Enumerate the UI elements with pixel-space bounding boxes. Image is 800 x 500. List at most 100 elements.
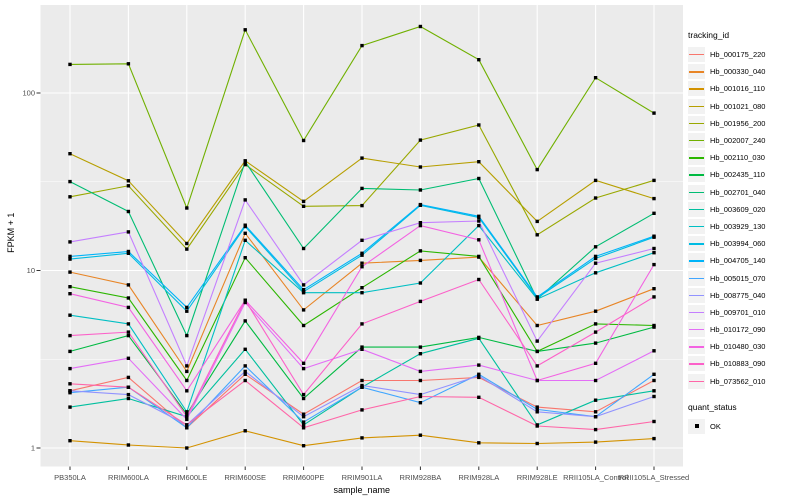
data-point: [301, 204, 306, 208]
data-point: [68, 366, 72, 371]
legend-key-swatch: [688, 81, 705, 97]
data-point: [243, 28, 247, 32]
legend-key-swatch: [688, 133, 705, 149]
data-point: [68, 391, 72, 395]
legend-item-label: Hb_000330_040: [710, 67, 766, 77]
data-point: [360, 291, 364, 295]
legend-line-icon: [689, 174, 704, 176]
x-tick-label: RRIM600SE: [224, 473, 266, 482]
series-points: [68, 123, 656, 251]
data-point: [126, 356, 131, 360]
data-point: [477, 277, 481, 282]
data-point: [652, 436, 656, 441]
data-point: [652, 111, 656, 115]
data-point: [243, 347, 247, 351]
data-point: [126, 179, 131, 183]
data-point: [360, 186, 364, 191]
data-point: [68, 179, 72, 184]
data-point: [593, 361, 598, 365]
legend-item: Hb_001021_080: [688, 98, 798, 115]
x-tick-label: RRIM928LA: [458, 473, 499, 482]
data-point: [477, 336, 481, 340]
data-point: [68, 240, 72, 244]
data-point: [418, 433, 423, 437]
data-point: [126, 249, 131, 254]
legend-line-icon: [689, 225, 704, 228]
legend-item-label: Hb_001956_200: [710, 118, 766, 128]
legend-key-swatch: [688, 236, 705, 252]
data-point: [68, 270, 72, 274]
legend-line-icon: [689, 346, 704, 348]
x-tick-label: RRIM901LA: [342, 473, 383, 482]
data-point: [185, 305, 189, 310]
data-point: [360, 265, 364, 269]
data-point: [301, 323, 306, 328]
data-point: [535, 349, 539, 354]
legend-item: Hb_003929_130: [688, 218, 798, 235]
data-point: [126, 375, 131, 380]
y-tick-label: 10: [27, 266, 35, 275]
data-point: [593, 322, 598, 326]
data-point: [301, 138, 306, 143]
data-point: [126, 296, 131, 300]
data-point: [243, 223, 247, 227]
data-point: [418, 258, 423, 263]
x-tick-label: RRIM600LA: [108, 473, 149, 482]
legend-item: Hb_002007_240: [688, 132, 798, 149]
data-point: [185, 364, 189, 368]
data-point: [360, 261, 364, 265]
data-point: [185, 247, 189, 251]
legend-line-icon: [689, 380, 704, 383]
legend-item-label: Hb_002007_240: [710, 136, 766, 146]
data-point: [593, 254, 598, 259]
x-tick-label: RRIM928LE: [517, 473, 558, 482]
data-point: [418, 165, 423, 169]
data-point: [593, 309, 598, 313]
data-point: [301, 366, 306, 371]
data-point: [418, 202, 423, 207]
data-point: [360, 251, 364, 255]
legend-item: Hb_003609_020: [688, 201, 798, 218]
data-point: [243, 160, 247, 164]
data-point: [243, 298, 247, 302]
data-point: [593, 271, 598, 275]
legend-key-swatch: [688, 184, 705, 200]
legend-line-icon: [689, 363, 704, 365]
legend-key-swatch: [688, 339, 705, 355]
legend-item-label: Hb_000175_220: [710, 50, 766, 60]
legend-item: Hb_001956_200: [688, 115, 798, 132]
legend-item: Hb_010172_090: [688, 321, 798, 338]
data-point: [593, 410, 598, 414]
data-point: [477, 176, 481, 181]
data-point: [68, 349, 72, 354]
data-point: [652, 251, 656, 255]
legend-key-swatch: [688, 150, 705, 166]
data-point: [593, 341, 598, 345]
data-point: [418, 24, 423, 29]
data-point: [593, 378, 598, 383]
data-point: [535, 364, 539, 368]
data-point: [477, 441, 481, 445]
data-point: [652, 394, 656, 399]
data-point: [126, 392, 131, 397]
data-point: [418, 221, 423, 225]
data-point: [126, 396, 131, 401]
legend-line-icon: [689, 208, 704, 211]
data-point: [652, 372, 656, 376]
series-points: [68, 429, 656, 450]
legend-item: Hb_000330_040: [688, 63, 798, 80]
y-axis-title: FPKM + 1: [6, 213, 16, 253]
data-point: [243, 429, 247, 433]
legend-title-tracking-id: tracking_id: [688, 30, 730, 40]
data-point: [185, 423, 189, 427]
data-point: [68, 257, 72, 261]
data-point: [301, 283, 306, 287]
data-point: [301, 392, 306, 397]
data-point: [652, 419, 656, 424]
data-point: [477, 160, 481, 164]
legend-line-icon: [689, 243, 704, 245]
legend-item: Hb_004705_140: [688, 252, 798, 269]
legend-key-swatch: [688, 356, 705, 372]
data-point: [360, 322, 364, 326]
data-point: [185, 241, 189, 246]
